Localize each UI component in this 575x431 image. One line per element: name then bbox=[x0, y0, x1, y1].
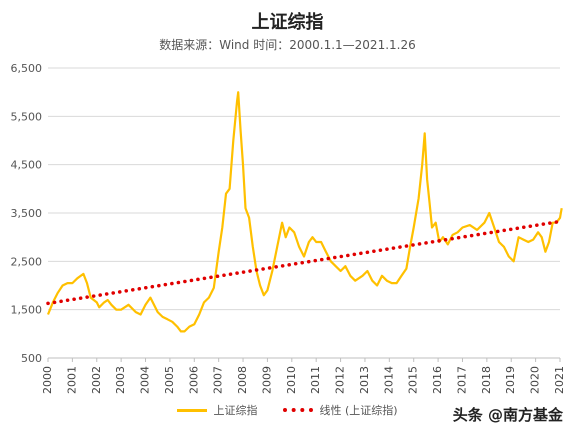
x-tick-label: 2007 bbox=[212, 366, 225, 394]
legend-label-trendline: 线性 (上证综指) bbox=[319, 404, 398, 417]
x-tick-label: 2017 bbox=[455, 366, 468, 394]
x-tick-label: 2015 bbox=[407, 366, 420, 394]
y-tick-label: 3,500 bbox=[11, 207, 43, 220]
x-tick-label: 2012 bbox=[334, 366, 347, 394]
y-tick-label: 5,500 bbox=[11, 110, 43, 123]
x-tick-label: 2019 bbox=[504, 366, 517, 394]
x-tick-label: 2004 bbox=[139, 366, 152, 394]
y-tick-label: 4,500 bbox=[11, 159, 43, 172]
x-tick-label: 2003 bbox=[114, 366, 127, 394]
chart-title: 上证综指 bbox=[251, 12, 324, 33]
x-tick-label: 2009 bbox=[260, 366, 273, 394]
x-tick-label: 2001 bbox=[65, 366, 78, 394]
watermark-annotation: 头条 @南方基金 bbox=[452, 406, 563, 424]
x-tick-label: 2013 bbox=[358, 366, 371, 394]
x-tick-label: 2008 bbox=[236, 366, 249, 394]
x-tick-label: 2020 bbox=[529, 366, 542, 394]
chart-legend: 上证综指 线性 (上证综指) bbox=[0, 402, 575, 418]
chart-subtitle: 数据来源：Wind 时间：2000.1.1—2021.1.26 bbox=[159, 38, 416, 52]
x-tick-label: 2005 bbox=[163, 366, 176, 394]
y-tick-label: 500 bbox=[21, 352, 42, 365]
x-tick-label: 2011 bbox=[309, 366, 322, 394]
x-tick-label: 2018 bbox=[480, 366, 493, 394]
y-tick-label: 6,500 bbox=[11, 62, 43, 75]
x-tick-label: 2000 bbox=[41, 366, 54, 394]
series-line-index bbox=[46, 91, 563, 333]
legend-item-trendline[interactable]: 线性 (上证综指) bbox=[283, 402, 398, 418]
x-tick-label: 2014 bbox=[382, 366, 395, 394]
x-tick-label: 2010 bbox=[285, 366, 298, 394]
legend-label-index: 上证综指 bbox=[213, 404, 258, 417]
x-tick-label: 2006 bbox=[187, 366, 200, 394]
legend-swatch-dotted bbox=[283, 408, 314, 412]
x-tick-label: 2002 bbox=[90, 366, 103, 394]
x-tick-label: 2021 bbox=[553, 366, 566, 394]
y-tick-label: 2,500 bbox=[11, 255, 43, 268]
x-tick-label: 2016 bbox=[431, 366, 444, 394]
legend-item-index[interactable]: 上证综指 bbox=[177, 402, 257, 418]
legend-swatch-solid bbox=[177, 408, 208, 412]
series-line-trend bbox=[46, 219, 564, 306]
y-tick-label: 1,500 bbox=[11, 304, 43, 317]
